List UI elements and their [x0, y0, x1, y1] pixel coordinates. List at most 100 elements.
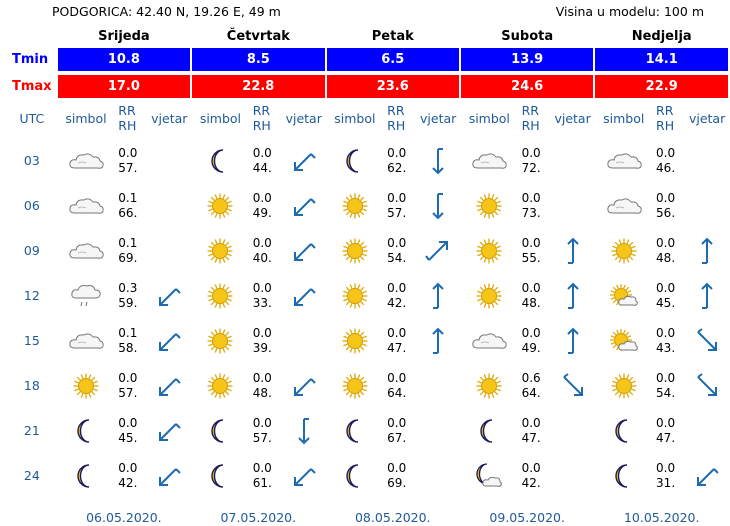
wind-empty	[686, 408, 728, 453]
rr-rh-header: RR RH	[654, 98, 684, 138]
wind-arrow-sw-icon	[283, 453, 325, 498]
wind-arrow-sw-icon	[686, 453, 728, 498]
wind-empty	[552, 183, 594, 228]
rr-value: 0.0	[252, 280, 272, 295]
sun-icon	[327, 183, 384, 228]
hour-row: 15 0.1 58. 0.0 39. 0.0 47. 0.0 49. 0.0 43.	[8, 318, 728, 363]
wind-arrow-se-icon	[686, 318, 728, 363]
rh-value: 57.	[118, 160, 138, 175]
hour-label: 06	[23, 198, 40, 213]
rh-value: 57.	[252, 430, 272, 445]
rh-value: 42.	[387, 295, 407, 310]
rh-value: 57.	[118, 385, 138, 400]
rr-value: 0.0	[521, 460, 541, 475]
rr-value: 0.0	[656, 325, 676, 340]
sun-icon	[327, 228, 384, 273]
rr-rh-values: 0.0 48.	[520, 273, 550, 318]
hour-label: 18	[23, 378, 40, 393]
sun-icon	[461, 183, 518, 228]
rr-value: 0.0	[387, 235, 407, 250]
wind-arrow-sw-icon	[148, 318, 190, 363]
wind-arrow-sw-icon	[148, 453, 190, 498]
wind-empty	[148, 228, 190, 273]
rr-rh-values: 0.0 39.	[251, 318, 281, 363]
sun-icon	[595, 228, 652, 273]
sun-icon	[192, 318, 249, 363]
tmin-value: 6.5	[326, 48, 459, 71]
wind-arrow-sw-icon	[283, 228, 325, 273]
moon-icon	[327, 453, 384, 498]
moon-icon	[327, 408, 384, 453]
cloud-icon	[595, 183, 652, 228]
rr-rh-values: 0.0 72.	[520, 138, 550, 183]
moon-icon	[327, 138, 384, 183]
tmax-label: Tmax	[12, 79, 52, 94]
wind-arrow-n-icon	[552, 318, 594, 363]
rh-value: 55.	[521, 250, 541, 265]
rh-value: 40.	[252, 250, 272, 265]
sun-icon	[595, 363, 652, 408]
wind-arrow-s-icon	[283, 408, 325, 453]
wind-header: vjetar	[554, 110, 591, 126]
cloud-icon	[58, 183, 115, 228]
rh-value: 73.	[521, 205, 541, 220]
rr-value: 0.0	[252, 325, 272, 340]
day-name: Nedjelja	[631, 28, 692, 44]
rr-value: 0.0	[118, 460, 138, 475]
rh-value: 69.	[118, 250, 138, 265]
symbol-header: simbol	[334, 110, 376, 126]
utc-header: UTC	[19, 110, 45, 126]
rr-rh-values: 0.0 42.	[520, 453, 550, 498]
rr-rh-values: 0.1 66.	[116, 183, 146, 228]
rr-value: 0.0	[387, 280, 407, 295]
wind-arrow-s-icon	[417, 183, 459, 228]
rr-value: 0.1	[118, 235, 138, 250]
rr-header: RR	[252, 103, 271, 118]
rr-rh-values: 0.1 58.	[116, 318, 146, 363]
rr-rh-values: 0.0 33.	[251, 273, 281, 318]
rr-value: 0.0	[521, 280, 541, 295]
rr-header: RR	[656, 103, 674, 118]
rh-header: RH	[252, 118, 271, 133]
moon-icon	[595, 453, 652, 498]
rr-rh-values: 0.0 31.	[654, 453, 684, 498]
rr-value: 0.0	[521, 190, 541, 205]
rr-value: 0.0	[656, 145, 676, 160]
rr-value: 0.0	[656, 370, 676, 385]
rh-value: 58.	[118, 340, 138, 355]
rr-value: 0.0	[521, 325, 541, 340]
tmin-label: Tmin	[12, 52, 49, 67]
tmax-value: 23.6	[326, 75, 459, 98]
cloud-icon	[58, 138, 115, 183]
rr-rh-values: 0.6 64.	[520, 363, 550, 408]
rr-rh-values: 0.0 57.	[385, 183, 415, 228]
hour-row: 09 0.1 69. 0.0 40. 0.0 54. 0.0 55. 0.0 48.	[8, 228, 728, 273]
rr-value: 0.6	[521, 370, 541, 385]
moon-cloud-icon	[461, 453, 518, 498]
rr-rh-values: 0.0 48.	[251, 363, 281, 408]
rr-rh-values: 0.0 45.	[116, 408, 146, 453]
day-name: Srijeda	[98, 28, 150, 44]
rh-value: 44.	[252, 160, 272, 175]
moon-icon	[58, 408, 115, 453]
rr-value: 0.0	[387, 460, 407, 475]
rr-header: RR	[118, 103, 136, 118]
rr-header: RR	[387, 103, 405, 118]
rr-rh-values: 0.0 45.	[654, 273, 684, 318]
cloud-icon	[461, 138, 518, 183]
sun-icon	[327, 318, 384, 363]
hour-row: 21 0.0 45. 0.0 57. 0.0 67. 0.0 47. 0.0 47.	[8, 408, 728, 453]
rr-rh-values: 0.0 47.	[654, 408, 684, 453]
rr-rh-values: 0.0 42.	[116, 453, 146, 498]
wind-arrow-ne-icon	[417, 228, 459, 273]
header: PODGORICA: 42.40 N, 19.26 E, 49 m Visina…	[0, 0, 730, 22]
rr-value: 0.0	[252, 145, 272, 160]
rr-rh-values: 0.0 40.	[251, 228, 281, 273]
sun-icon	[192, 273, 249, 318]
rr-rh-values: 0.0 61.	[251, 453, 281, 498]
tmax-value: 24.6	[460, 75, 594, 98]
moon-icon	[192, 453, 249, 498]
wind-header: vjetar	[285, 110, 322, 126]
model-height-label: Visina u modelu: 100 m	[555, 4, 704, 19]
rr-value: 0.0	[252, 190, 272, 205]
